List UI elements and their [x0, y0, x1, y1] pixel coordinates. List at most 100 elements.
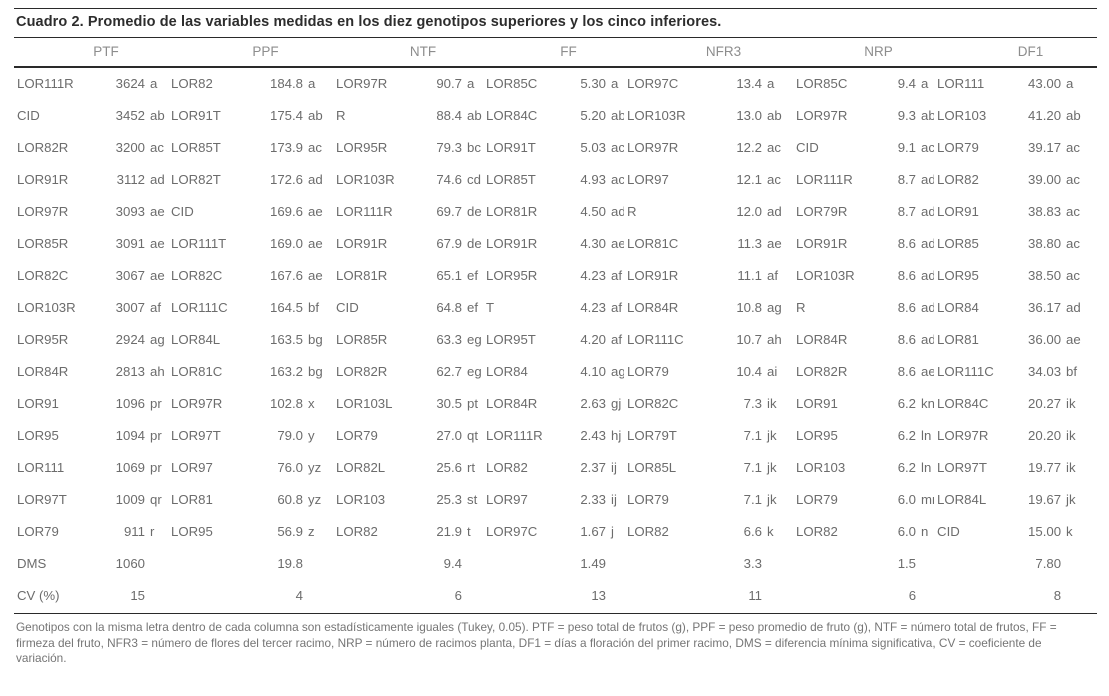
genotype-cell: LOR81C [627, 235, 679, 251]
value-cell: 4.93 ac [563, 163, 624, 195]
value-number: 67.9 [436, 235, 463, 251]
value-cell: 6.6 k [719, 515, 793, 547]
genotype-cell: LOR84L [937, 491, 987, 507]
value-number: 41.20 [1028, 107, 1062, 123]
table-header: PTF PPF NTF FF NFR3 NRP DF1 [14, 38, 1097, 67]
tukey-letters: z [308, 523, 315, 539]
value-cell: 13.4 a [719, 67, 793, 99]
genotype-cell: LOR82R [336, 363, 388, 379]
tukey-letters: ac [767, 171, 781, 187]
value-cell: 88.4 ab [419, 99, 483, 131]
value-cell: 4.10 ag [563, 355, 624, 387]
value-number: 5.20 [580, 107, 607, 123]
column-header: NTF [409, 43, 437, 59]
genotype-cell: LOR82 [336, 523, 378, 539]
value-number: 163.2 [269, 363, 303, 379]
value-number: 30.5 [436, 395, 463, 411]
value-cell: 12.2 ac [719, 131, 793, 163]
value-number: 1096 [115, 395, 145, 411]
genotype-cell: LOR97R [627, 139, 679, 155]
value-number: 13.4 [736, 76, 763, 91]
value-cell: 74.6 cd [419, 163, 483, 195]
genotype-cell: LOR111 [937, 76, 985, 91]
genotype-cell: LOR103 [336, 491, 386, 507]
value-cell: 7.1 jk [719, 419, 793, 451]
value-cell: 2.37 ij [563, 451, 624, 483]
genotype-cell: LOR103 [796, 459, 846, 475]
tukey-letters: ae [767, 235, 782, 251]
tukey-letters: ag [767, 299, 782, 315]
tukey-letters: de [467, 203, 482, 219]
value-cell: 11.1 af [719, 259, 793, 291]
value-number: 79.0 [277, 427, 303, 443]
tukey-letters: ae [308, 267, 323, 283]
tukey-letters: bf [308, 299, 319, 315]
genotype-cell: LOR103R [17, 299, 76, 315]
value-number: 6 [908, 587, 917, 603]
value-number: 8.6 [897, 235, 917, 251]
value-cell: 19.67 jk [1018, 483, 1097, 515]
tukey-letters: ai [767, 363, 778, 379]
value-number: 10.7 [736, 331, 763, 347]
value-cell: 6.2 kn [873, 387, 934, 419]
value-number: 13.0 [736, 107, 763, 123]
value-cell: 56.9 z [260, 515, 333, 547]
value-number: 15.00 [1028, 523, 1062, 539]
genotype-cell: LOR95R [17, 331, 69, 347]
table-row: LOR84R 2813 ah LOR81C 163.2 bg LOR82R 62.7 eg LOR… [14, 355, 1097, 387]
value-cell: 19.77 ik [1018, 451, 1097, 483]
tukey-letters: ad [611, 203, 625, 219]
value-cell: 30.5 pt [419, 387, 483, 419]
tukey-letters: af [611, 331, 623, 347]
tukey-letters: ad [921, 203, 935, 219]
value-number: 4.20 [580, 331, 607, 347]
value-number: 8.6 [897, 267, 917, 283]
value-cell: 12.1 ac [719, 163, 793, 195]
value-cell: 8.7 ad [873, 195, 934, 227]
value-cell: 25.3 st [419, 483, 483, 515]
value-number: 3200 [115, 139, 145, 155]
value-cell: 10.7 ah [719, 323, 793, 355]
genotype-cell: R [627, 203, 637, 219]
tukey-letters: yz [308, 459, 322, 475]
value-cell: 163.2 bg [260, 355, 333, 387]
value-number: 6 [454, 587, 463, 603]
tukey-letters: ad [921, 235, 935, 251]
tukey-letters: st [467, 491, 478, 507]
value-number: 65.1 [436, 267, 463, 283]
value-cell: 21.9 t [419, 515, 483, 547]
value-cell: 2.63 gj [563, 387, 624, 419]
tukey-letters: ln [921, 459, 932, 475]
genotype-cell: LOR95R [336, 139, 388, 155]
genotype-cell: LOR95 [17, 427, 59, 443]
genotype-cell: LOR82 [171, 76, 213, 91]
value-cell: 38.80 ac [1018, 227, 1097, 259]
value-cell: 64.8 ef [419, 291, 483, 323]
genotype-cell: LOR82R [796, 363, 848, 379]
value-cell: 13 [563, 579, 624, 611]
tukey-letters: de [467, 235, 482, 251]
value-number: 7.1 [743, 491, 763, 507]
tukey-letters: eg [467, 331, 482, 347]
value-number: 36.17 [1028, 299, 1062, 315]
empty-cell [793, 579, 873, 611]
value-cell: 7.1 jk [719, 451, 793, 483]
table-row: LOR85R 3091 ae LOR111T 169.0 ae LOR91R 67.9 de LO… [14, 227, 1097, 259]
value-number: 62.7 [436, 363, 463, 379]
empty-cell [333, 579, 419, 611]
genotype-cell: LOR79 [627, 491, 669, 507]
genotype-cell: LOR84 [486, 363, 528, 379]
genotype-cell: LOR111 [17, 459, 65, 475]
value-cell: 8.7 ad [873, 163, 934, 195]
value-number: 6.0 [897, 491, 917, 507]
value-number: 6.2 [897, 459, 917, 475]
genotype-cell: LOR95 [171, 523, 213, 539]
genotype-cell: LOR85T [171, 139, 221, 155]
value-number: 1.5 [897, 555, 917, 571]
value-number: 3452 [115, 107, 145, 123]
value-number: 2.37 [580, 459, 607, 475]
tukey-letters: pt [467, 395, 479, 411]
table-body: LOR111R 3624 a LOR82 184.8 a LOR97R 90.7 a LOR85C… [14, 67, 1097, 611]
value-cell: 184.8 a [260, 67, 333, 99]
genotype-cell: CID [17, 107, 40, 123]
